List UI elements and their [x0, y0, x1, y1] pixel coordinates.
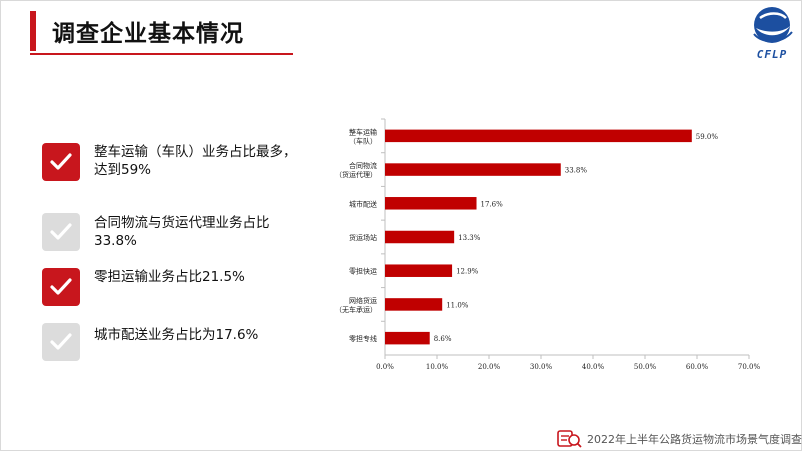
bullet-line: 城市配送业务占比为17.6%: [94, 327, 259, 343]
checkmark-icon: [50, 333, 72, 350]
bar-value-label: 13.3%: [458, 234, 481, 242]
bar-value-label: 8.6%: [434, 335, 452, 343]
category-label: 网络货运: [349, 296, 377, 305]
check-box-2: [42, 213, 80, 251]
bar: [385, 129, 692, 143]
cflp-logo: CFLP: [746, 4, 798, 68]
checkmark-icon: [50, 153, 72, 170]
title-accent-bar: [30, 11, 36, 51]
category-label: （货运代理）: [335, 170, 377, 179]
bar: [385, 264, 453, 277]
category-label: （车队）: [349, 136, 377, 145]
bar: [385, 197, 477, 210]
bullet-line: 33.8%: [94, 233, 137, 249]
x-tick-label: 50.0%: [634, 363, 657, 371]
x-tick-label: 70.0%: [738, 363, 761, 371]
category-label: 合同物流: [349, 161, 377, 170]
bar-value-label: 33.8%: [565, 167, 588, 175]
x-tick-label: 60.0%: [686, 363, 709, 371]
category-label: 零担专线: [349, 334, 377, 343]
check-box-1: [42, 143, 80, 181]
report-icon: [557, 430, 582, 448]
bar-value-label: 17.6%: [481, 200, 504, 208]
bar-value-label: 11.0%: [446, 301, 469, 309]
bar: [385, 163, 561, 176]
check-box-4: [42, 323, 80, 361]
footer-report-title: 2022年上半年公路货运物流市场景气度调查报告: [587, 433, 802, 446]
x-tick-label: 0.0%: [376, 363, 394, 371]
bar: [385, 230, 455, 244]
category-label: 零担快运: [349, 267, 377, 276]
logo-text: CFLP: [756, 48, 788, 61]
x-tick-label: 10.0%: [426, 363, 449, 371]
bullet-text-2: 合同物流与货运代理业务占比 33.8%: [94, 214, 270, 250]
checkmark-icon: [50, 278, 72, 295]
category-label: 整车运输: [349, 127, 377, 136]
category-label: （无车承运）: [335, 305, 377, 314]
bar: [385, 298, 443, 311]
category-label: 货运场站: [349, 233, 377, 242]
category-label: 城市配送: [349, 199, 377, 208]
x-tick-label: 20.0%: [478, 363, 501, 371]
page-title: 调查企业基本情况: [52, 21, 244, 47]
title-underline: [30, 53, 293, 55]
x-tick-label: 40.0%: [582, 363, 605, 371]
check-box-3: [42, 268, 80, 306]
bullet-line: 整车运输（车队）业务占比最多，: [94, 144, 297, 160]
checkmark-icon: [50, 223, 72, 240]
bullet-text-3: 零担运输业务占比21.5%: [94, 268, 245, 286]
bar: [385, 331, 430, 345]
bullet-line: 零担运输业务占比21.5%: [94, 269, 245, 285]
bullet-text-1: 整车运输（车队）业务占比最多， 达到59%: [94, 143, 297, 179]
globe-icon: [753, 7, 793, 43]
bar-value-label: 12.9%: [456, 268, 479, 276]
bullet-line: 合同物流与货运代理业务占比: [94, 215, 270, 231]
bar-value-label: 59.0%: [696, 133, 719, 141]
bullet-line: 达到59%: [94, 162, 152, 178]
bullet-text-4: 城市配送业务占比为17.6%: [94, 326, 258, 344]
x-tick-label: 30.0%: [530, 363, 553, 371]
